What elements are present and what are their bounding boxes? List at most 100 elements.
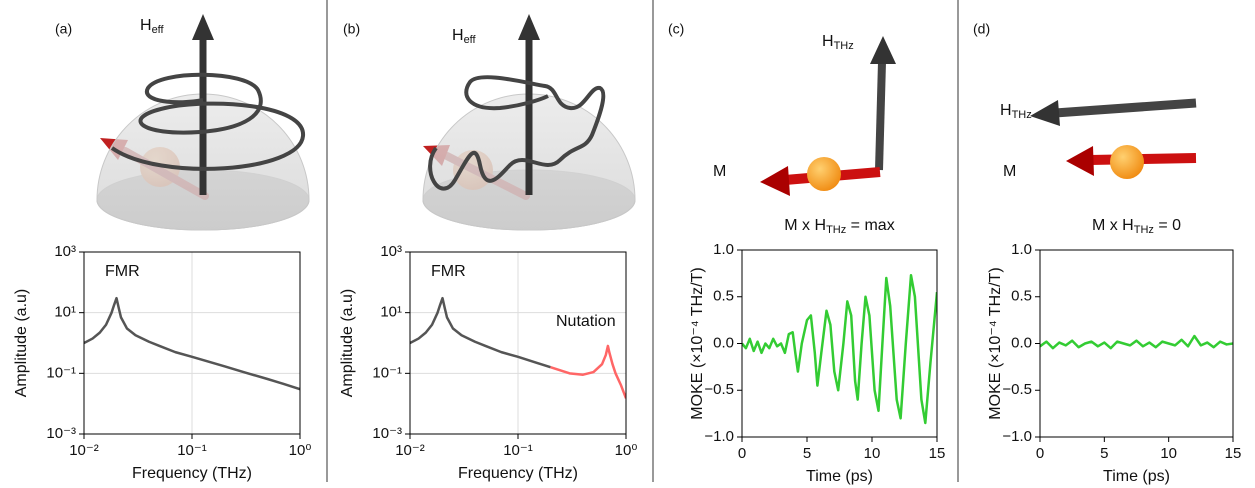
y-axis-label: Amplitude (a.u) [13,289,30,398]
x-tick-label: 5 [803,445,811,462]
illustration-b: Heff [422,14,636,231]
x-tick-label: 10⁰ [289,442,312,459]
field-label-main: H [822,33,834,50]
x-tick-label: 10⁻¹ [503,442,533,459]
y-tick-label: 10¹ [54,304,76,321]
chart: 0 5 10 15 −1.0 −0.5 0.0 0.5 1.0 Time (ps) MOKE (×1… [689,217,945,485]
h-arrowhead [870,36,896,64]
y-tick-label: −1.0 [1002,428,1032,445]
y-tick-label: −1.0 [704,428,734,445]
panel-label: (b) [343,21,360,37]
sphere [1110,145,1144,179]
x-tick-label: 10⁻² [395,442,425,459]
x-axis-label: Time (ps) [806,468,873,485]
data-line [410,296,551,369]
y-tick-label: 10¹ [380,304,402,321]
h-arrowhead [1030,100,1060,126]
chart: 10⁻² 10⁻¹ 10⁰ 10⁻³ 10⁻¹ 10¹ 10³ Frequency (THz)… [339,243,637,482]
y-tick-label: 10³ [54,243,76,260]
field-label-sub: THz [834,40,854,52]
title-part: M x H [784,217,826,234]
field-label: HTHz [822,33,854,52]
chart-title: M x HTHz = 0 [1092,217,1181,236]
y-tick-label: 1.0 [1011,241,1032,258]
y-tick-label: 10⁻³ [46,425,76,442]
x-tick-label: 15 [1225,445,1242,462]
x-tick-label: 0 [738,445,746,462]
title-part: = max [846,217,894,234]
data-line [550,344,626,399]
y-tick-label: 10⁻³ [372,425,402,442]
y-axis-label: Amplitude (a.u) [339,289,356,398]
h-arrow [875,61,886,171]
x-axis-label: Frequency (THz) [458,465,578,482]
plot-frame [409,251,627,435]
sphere [807,157,841,191]
data-line [742,274,937,425]
annotation: Nutation [556,313,616,330]
field-label-sub: THz [1012,109,1032,121]
x-tick-label: 5 [1100,445,1108,462]
data-line [84,296,300,391]
panel-label: (d) [973,21,990,37]
y-tick-label: 10⁻¹ [46,364,76,381]
field-label-main: H [1000,102,1012,119]
x-tick-label: 10 [1160,445,1177,462]
x-tick-label: 10⁻¹ [177,442,207,459]
x-tick-label: 10 [864,445,881,462]
field-label-main: H [452,27,464,44]
y-axis-label: MOKE (×10⁻⁴ THz/T) [987,267,1004,419]
chart: 0 5 10 15 −1.0 −0.5 0.0 0.5 1.0 Time (ps) MOKE (×1… [987,217,1241,485]
y-tick-label: 0.0 [1011,334,1032,351]
x-axis-label: Frequency (THz) [132,465,252,482]
m-label: M [713,163,726,180]
y-tick-label: 0.5 [1011,288,1032,305]
y-tick-label: −0.5 [1002,381,1032,398]
panel-label: (c) [668,21,684,37]
field-label-main: H [140,17,152,34]
h-arrowhead [518,14,540,40]
illustration-d: HTHz M [1000,98,1197,180]
x-tick-label: 0 [1036,445,1044,462]
field-label: Heff [452,27,477,46]
title-part: = 0 [1154,217,1181,234]
title-part: THz [1134,224,1154,236]
y-tick-label: 0.0 [713,334,734,351]
precession-path [110,72,306,171]
chart: 10⁻² 10⁻¹ 10⁰ 10⁻³ 10⁻¹ 10¹ 10³ Frequency (THz)… [13,243,311,482]
data-line [1040,334,1233,350]
x-tick-label: 10⁻² [69,442,99,459]
title-part: M x H [1092,217,1134,234]
plot-frame [83,251,301,435]
title-part: THz [826,224,846,236]
x-axis-label: Time (ps) [1103,468,1170,485]
field-label: HTHz [1000,102,1032,121]
chart-title: M x HTHz = max [784,217,894,236]
y-axis-label: MOKE (×10⁻⁴ THz/T) [689,267,706,419]
annotation: FMR [431,263,466,280]
x-tick-label: 10⁰ [615,442,638,459]
illustration-a: Heff [96,14,310,231]
plot-frame [741,249,938,438]
plot-frame [1039,249,1234,438]
m-arrowhead [760,166,790,196]
field-label: Heff [140,17,165,36]
field-label-sub: eff [152,24,165,36]
h-arrow [1054,98,1197,118]
y-tick-label: −0.5 [704,381,734,398]
nutation-path [428,75,606,191]
y-tick-label: 10³ [380,243,402,260]
y-tick-label: 1.0 [713,241,734,258]
m-arrowhead [1066,146,1094,176]
annotation: FMR [105,263,140,280]
panel-label: (a) [55,21,72,37]
illustration-c: HTHz M [713,33,896,196]
m-label: M [1003,163,1016,180]
y-tick-label: 10⁻¹ [372,364,402,381]
h-arrowhead [192,14,214,40]
y-tick-label: 0.5 [713,288,734,305]
x-tick-label: 15 [929,445,946,462]
field-label-sub: eff [464,34,477,46]
